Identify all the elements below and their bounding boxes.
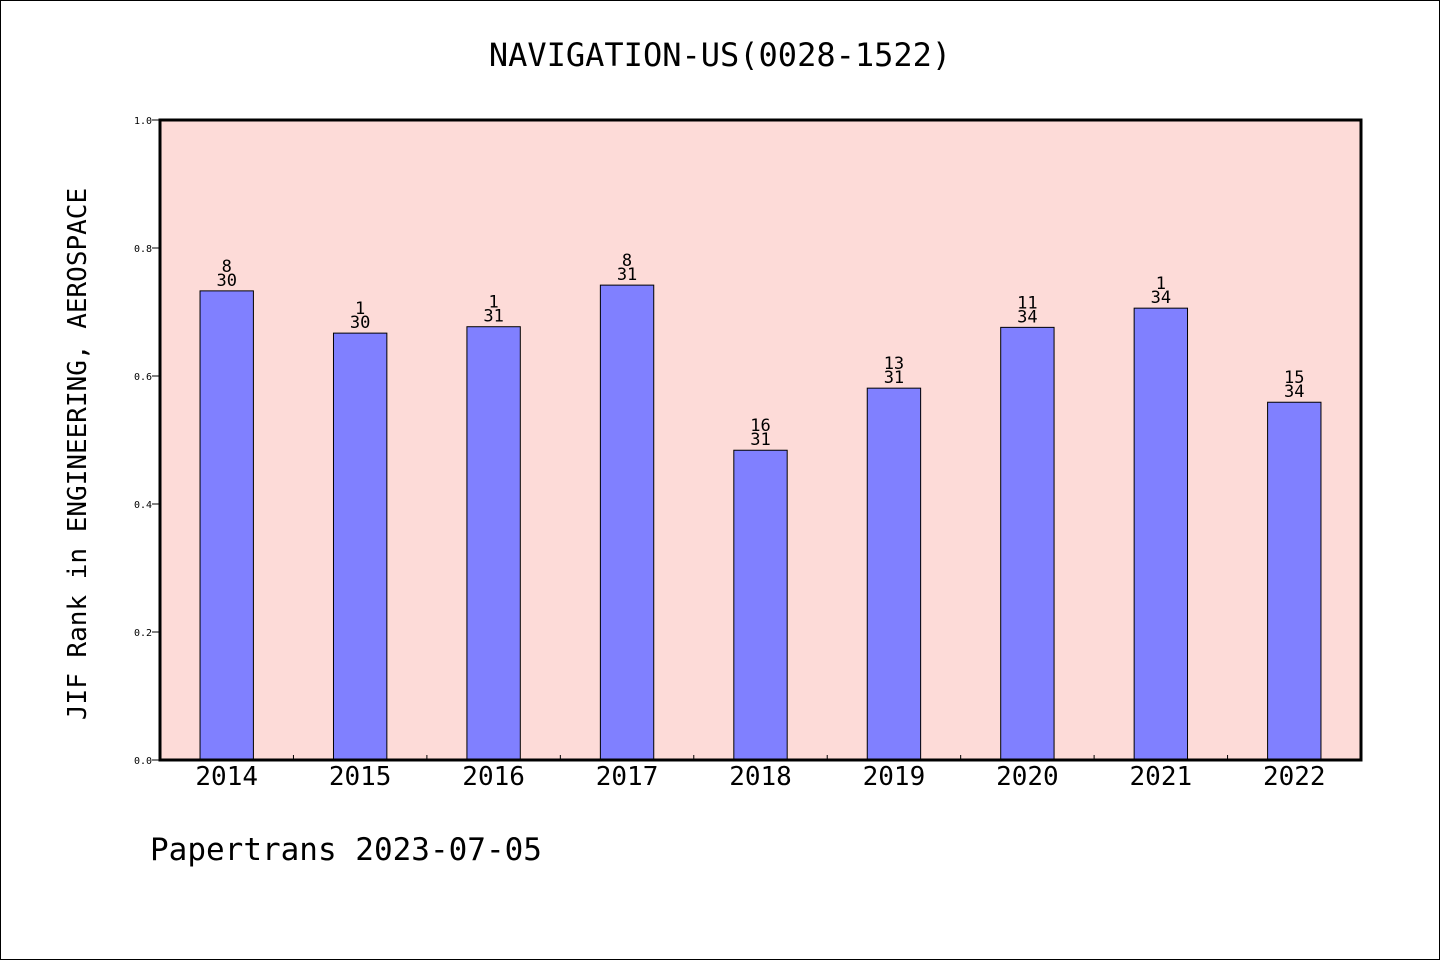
- y-tick-label: 1.0: [134, 116, 152, 127]
- x-tick-label: 2022: [1263, 762, 1326, 792]
- y-tick-label: 0.6: [134, 372, 152, 383]
- bar-label-rank: 13: [884, 354, 904, 374]
- y-tick-label: 0.4: [134, 500, 152, 511]
- y-tick-label: 0.2: [134, 628, 152, 639]
- y-ticks-layer: 0.0 0.2 0.4 0.6 0.8 1.0: [134, 116, 160, 767]
- bar-label-total: 34: [1017, 307, 1037, 327]
- bar: [1133, 307, 1189, 761]
- bar-label-total: 31: [617, 265, 637, 285]
- footer-note: Papertrans 2023-07-05: [150, 832, 542, 868]
- bar-label-total: 31: [884, 368, 904, 388]
- x-tick-label: 2019: [863, 762, 926, 792]
- bar: [866, 387, 922, 761]
- bar-label-rank: 11: [1017, 293, 1037, 313]
- bar-label-rank: 1: [355, 299, 365, 319]
- bar-label-rank: 16: [750, 416, 770, 436]
- x-tick-label: 2016: [462, 762, 525, 792]
- x-tick-label: 2021: [1130, 762, 1193, 792]
- bar-label-rank: 1: [488, 293, 498, 313]
- bar-label-total: 34: [1151, 288, 1171, 308]
- bar: [466, 326, 521, 761]
- y-tick-label: 0.0: [134, 756, 152, 767]
- x-tick-label: 2018: [729, 762, 792, 792]
- bar: [1000, 326, 1055, 761]
- y-axis-label: JIF Rank in ENGINEERING, AEROSPACE: [63, 188, 93, 720]
- bar-label-total: 30: [216, 271, 236, 291]
- bar-label-rank: 15: [1284, 368, 1304, 388]
- bar-label-total: 34: [1284, 382, 1304, 402]
- x-tick-label: 2020: [996, 762, 1059, 792]
- bar: [1267, 401, 1322, 761]
- bar: [733, 449, 788, 761]
- x-ticks-layer: 2014 2015 2016 2017 2018 2019 2020 2021 2022: [195, 755, 1326, 792]
- bar: [599, 284, 655, 761]
- bar-label-rank: 8: [622, 251, 632, 271]
- x-tick-label: 2014: [195, 762, 258, 792]
- bar-label-rank: 8: [222, 257, 232, 277]
- x-tick-label: 2015: [329, 762, 392, 792]
- y-tick-label: 0.8: [134, 244, 152, 255]
- bar: [332, 332, 388, 761]
- bar-label-total: 31: [750, 430, 770, 450]
- bar-label-total: 30: [350, 313, 370, 333]
- x-tick-label: 2017: [596, 762, 659, 792]
- chart-title: NAVIGATION-US(0028-1522): [489, 36, 951, 74]
- bar-label-rank: 1: [1156, 274, 1166, 294]
- plot-border: [158, 118, 1363, 762]
- bar-label-total: 31: [483, 307, 503, 327]
- bar: [199, 290, 254, 761]
